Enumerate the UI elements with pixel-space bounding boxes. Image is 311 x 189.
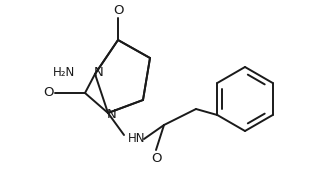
Text: HN: HN <box>128 132 146 146</box>
Text: O: O <box>113 5 123 18</box>
Text: N: N <box>94 66 104 78</box>
Text: O: O <box>43 87 53 99</box>
Text: O: O <box>151 152 161 164</box>
Text: N: N <box>107 108 117 122</box>
Text: H₂N: H₂N <box>53 66 75 78</box>
